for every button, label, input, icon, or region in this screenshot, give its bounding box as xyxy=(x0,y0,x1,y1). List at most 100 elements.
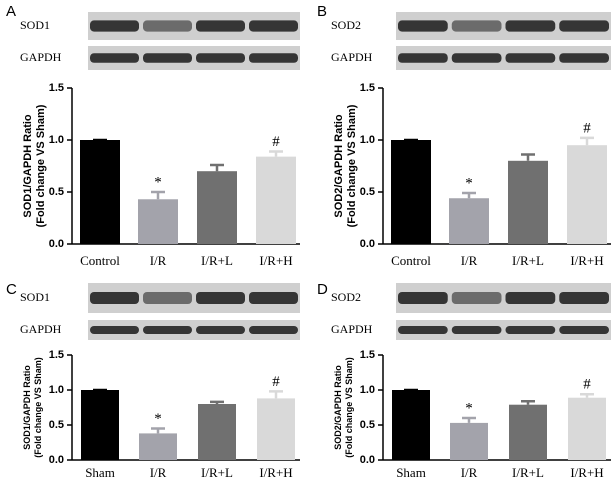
bar xyxy=(508,160,548,244)
x-tick-label: Sham xyxy=(85,465,115,480)
y-tick-label: 0.5 xyxy=(49,419,64,431)
bar xyxy=(81,390,119,460)
x-tick-label: I/R xyxy=(461,253,478,268)
significance-label: * xyxy=(154,174,162,190)
significance-label: # xyxy=(272,374,280,390)
bar xyxy=(449,198,489,244)
blot-label: GAPDH xyxy=(331,50,373,64)
bar xyxy=(139,433,177,460)
bar xyxy=(197,171,237,244)
significance-label: * xyxy=(465,400,473,416)
blot-band xyxy=(559,20,609,32)
y-axis-label-line: (Fold change VS Sham) xyxy=(35,104,47,227)
blot-band xyxy=(559,292,609,304)
blot-background xyxy=(88,320,300,340)
significance-label: # xyxy=(583,377,591,393)
error-bar xyxy=(151,190,165,200)
y-axis-label-line: SOD2/GAPDH Ratio xyxy=(333,114,345,218)
blot-band xyxy=(249,292,298,304)
panel-letter: A xyxy=(6,3,16,20)
blot-band xyxy=(143,326,192,334)
error-bar xyxy=(580,392,594,398)
bar xyxy=(257,398,295,460)
error-bar xyxy=(521,399,535,405)
blot-band xyxy=(398,53,448,63)
blot-band xyxy=(249,326,298,334)
y-axis-label: SOD2/GAPDH Ratio(Fold change VS Sham) xyxy=(333,104,358,227)
error-bar xyxy=(580,136,594,146)
blot-label: SOD1 xyxy=(20,18,50,32)
blot-band xyxy=(398,20,448,32)
x-tick-label: I/R+H xyxy=(570,465,603,480)
blot-band xyxy=(398,292,448,304)
blot-band xyxy=(249,20,298,32)
x-tick-label: Sham xyxy=(396,465,426,480)
blot-band xyxy=(451,20,502,32)
error-bar xyxy=(151,427,165,434)
y-tick-label: 1.0 xyxy=(360,134,375,146)
blot-band xyxy=(143,20,192,32)
x-tick-label: I/R xyxy=(150,253,167,268)
y-tick-label: 0.0 xyxy=(49,454,64,466)
significance-label: # xyxy=(272,134,280,150)
panel-letter: C xyxy=(6,281,17,298)
y-tick-label: 1.5 xyxy=(49,349,64,361)
blot-band xyxy=(559,53,609,63)
blot-band xyxy=(196,53,245,63)
blot-background xyxy=(396,320,611,340)
blot-band xyxy=(143,53,192,63)
y-tick-label: 0.0 xyxy=(49,238,64,250)
y-axis-label-line: SOD2/GAPDH Ratio xyxy=(333,365,343,450)
x-tick-label: Control xyxy=(391,253,431,268)
y-tick-label: 1.5 xyxy=(360,82,375,94)
x-tick-label: I/R+H xyxy=(259,253,292,268)
x-tick-label: Control xyxy=(80,253,120,268)
bar xyxy=(138,199,178,244)
panel: C SOD1 GAPDH 0.0 0.5 1.0 1.5 SOD1/GAPDH Ratio(F… xyxy=(6,281,300,480)
panel-letter: D xyxy=(317,281,328,298)
y-tick-label: 0.5 xyxy=(49,186,64,198)
blot-band xyxy=(451,53,502,63)
y-axis-label-line: (Fold change VS Sham) xyxy=(346,104,358,227)
blot-label: GAPDH xyxy=(20,50,62,64)
y-axis-label-line: SOD1/GAPDH Ratio xyxy=(22,365,32,450)
bar xyxy=(392,390,430,460)
blot-label: SOD2 xyxy=(331,18,361,32)
error-bar xyxy=(210,400,224,404)
blot-band xyxy=(559,326,609,334)
blot-band xyxy=(451,292,502,304)
y-axis-label: SOD1/GAPDH Ratio(Fold change VS Sham) xyxy=(22,104,47,227)
error-bar xyxy=(462,416,476,423)
bar xyxy=(568,397,606,460)
x-tick-label: I/R+L xyxy=(201,465,233,480)
bar xyxy=(509,404,547,460)
error-bar xyxy=(521,153,535,161)
bar xyxy=(450,422,488,460)
y-tick-label: 1.0 xyxy=(49,134,64,146)
x-tick-label: I/R xyxy=(150,465,167,480)
blot-band xyxy=(90,326,139,334)
y-tick-label: 0.0 xyxy=(360,454,375,466)
blot-band xyxy=(196,292,245,304)
bar xyxy=(198,404,236,460)
y-tick-label: 1.0 xyxy=(360,384,375,396)
blot-band xyxy=(90,20,139,32)
y-axis-label-line: (Fold change VS Sham) xyxy=(344,357,354,458)
blot-band xyxy=(505,326,556,334)
y-tick-label: 1.0 xyxy=(49,384,64,396)
blot-label: SOD2 xyxy=(331,290,361,304)
blot-band xyxy=(90,292,139,304)
y-tick-label: 0.0 xyxy=(360,238,375,250)
blot-label: SOD1 xyxy=(20,290,50,304)
error-bar xyxy=(462,191,476,199)
y-axis-label-line: (Fold change VS Sham) xyxy=(33,357,43,458)
significance-label: * xyxy=(154,411,162,427)
blot-band xyxy=(249,53,298,63)
y-axis-label: SOD2/GAPDH Ratio(Fold change VS Sham) xyxy=(333,357,354,458)
significance-label: # xyxy=(583,120,591,136)
x-tick-label: I/R xyxy=(461,465,478,480)
blot-label: GAPDH xyxy=(20,322,62,336)
